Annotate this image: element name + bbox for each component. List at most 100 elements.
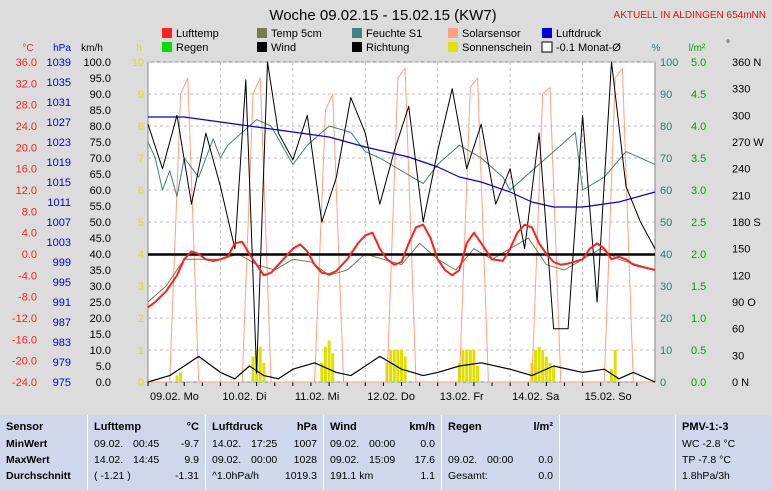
wind-tick: 85.0 — [90, 105, 111, 117]
temp-tick: 20.0 — [16, 142, 37, 154]
wind-tick: 35.0 — [90, 265, 111, 277]
temp-tick: -4.0 — [18, 270, 37, 282]
sun-tick: 8 — [138, 121, 144, 133]
wind-tick: 20.0 — [90, 313, 111, 325]
lufttemp-max-time: 14:45 — [133, 454, 160, 466]
wind-tick: 80.0 — [90, 121, 111, 133]
humidity-tick: 70 — [660, 153, 672, 165]
day-labels: 09.02. Mo 10.02. Di 11.02. Mi 12.02. Do 13.0… — [150, 391, 632, 403]
legend-label-5: Regen — [176, 42, 208, 54]
wind-avg-value: 1.1 — [420, 470, 435, 482]
temp-unit-label: °C — [22, 43, 33, 54]
section-lufttemp: Lufttemp °C 09.02. 00:45 -9.7 14.02. 14:… — [88, 415, 206, 490]
wind-min-time: 00:00 — [369, 438, 396, 450]
legend-swatch-8 — [448, 42, 458, 52]
right-axes: 10090807060504030201005.04.54.03.53.02.5… — [660, 57, 764, 389]
legend-swatch-0 — [162, 28, 172, 38]
wind-max-date: 09.02. — [330, 454, 360, 466]
stats-table: Sensor MinWert MaxWert Durchschnitt Luft… — [0, 415, 772, 490]
temp-tick: 32.0 — [16, 78, 37, 90]
regen-header: Regen — [448, 421, 482, 433]
legend-label-9: -0.1 Monat-Ø — [556, 42, 621, 54]
sunshine-bar — [548, 362, 552, 382]
pressure-tick: 1031 — [47, 97, 71, 109]
sun-tick: 10 — [132, 57, 144, 69]
wind-tick: 65.0 — [90, 169, 111, 181]
lufttemp-max-value: 9.9 — [184, 454, 199, 466]
temp-tick: -20.0 — [12, 356, 37, 368]
sun-tick: 1 — [138, 345, 144, 357]
wind-tick: 30.0 — [90, 281, 111, 293]
rain-tick: 2.0 — [691, 249, 706, 261]
pmv-tendency: 1.8hPa/3h — [682, 470, 730, 482]
humidity-tick: 0 — [660, 377, 666, 389]
rain-tick: 4.0 — [691, 121, 706, 133]
rain-tick: 5.0 — [691, 57, 706, 69]
sunshine-bar — [389, 350, 393, 382]
sun-tick: 5 — [138, 217, 144, 229]
wind-max-time: 15:09 — [369, 454, 396, 466]
lufttemp-max-date: 14.02. — [94, 454, 124, 466]
humidity-tick: 40 — [660, 249, 672, 261]
legend-label-7: Richtung — [366, 42, 409, 54]
sunshine-bar — [327, 340, 331, 382]
series-line-luftdruck — [148, 116, 656, 208]
legend-swatch-4 — [542, 28, 552, 38]
wind-tick: 75.0 — [90, 137, 111, 149]
direction-tick: 0 N — [732, 377, 749, 389]
pressure-tick: 995 — [53, 277, 71, 289]
direction-tick: 180 S — [732, 217, 761, 229]
sensor-header: Sensor — [6, 421, 44, 433]
wind-tick: 15.0 — [90, 329, 111, 341]
pressure-tick: 1003 — [47, 237, 71, 249]
direction-tick: 210 — [732, 190, 750, 202]
lufttemp-min-time: 00:45 — [133, 438, 160, 450]
series-line-temp-5cm — [147, 237, 656, 303]
day-label: 14.02. Sa — [512, 391, 560, 403]
pressure-tick: 979 — [53, 357, 71, 369]
luftdruck-min-value: 1007 — [293, 438, 317, 450]
section-luftdruck: Luftdruck hPa 14.02. 17:25 1007 09.02. 0… — [206, 415, 324, 490]
sunshine-bar — [262, 362, 266, 382]
wind-tick: 25.0 — [90, 297, 111, 309]
pressure-tick: 1035 — [47, 77, 71, 89]
sunshine-bar — [610, 369, 614, 382]
sunshine-bar — [258, 346, 262, 382]
lufttemp-min-value: -9.7 — [180, 438, 199, 450]
direction-tick: 270 W — [732, 137, 764, 149]
wind-tick: 10.0 — [90, 345, 111, 357]
regen-max-time: 00:00 — [487, 454, 514, 466]
sunshine-bar — [533, 350, 537, 382]
row-label-avg: Durchschnitt — [6, 470, 71, 482]
sun-tick: 6 — [138, 185, 144, 197]
pressure-tick: 1015 — [47, 177, 71, 189]
pressure-tick: 1027 — [47, 117, 71, 129]
pressure-unit-label: hPa — [53, 43, 71, 54]
legend-swatch-7 — [352, 42, 362, 52]
lufttemp-avg-note: ( -1.21 ) — [94, 470, 131, 482]
sunshine-bar — [392, 350, 396, 382]
rain-tick: 4.5 — [691, 89, 706, 101]
wind-tick: 90.0 — [90, 89, 111, 101]
wind-max-value: 17.6 — [414, 454, 435, 466]
regen-total-value: 0.0 — [538, 470, 553, 482]
direction-tick: 90 O — [732, 297, 756, 309]
humidity-tick: 30 — [660, 281, 672, 293]
direction-tick: 120 — [732, 270, 750, 282]
direction-tick: 150 — [732, 244, 750, 256]
humidity-tick: 10 — [660, 345, 672, 357]
sunshine-bar — [552, 366, 556, 382]
pressure-tick: 1011 — [47, 197, 71, 209]
lufttemp-unit: °C — [186, 421, 199, 433]
luftdruck-avg-value: 1019.3 — [284, 470, 317, 482]
rain-unit-label: l/m² — [689, 43, 706, 54]
legend-swatch-5 — [162, 42, 172, 52]
pmv-windchill: WC -2.8 °C — [682, 438, 736, 450]
day-label: 11.02. Mi — [295, 391, 339, 403]
lufttemp-min-date: 09.02. — [94, 438, 124, 450]
sunshine-bar — [251, 356, 255, 382]
direction-tick: 330 — [732, 84, 750, 96]
humidity-tick: 100 — [660, 57, 678, 69]
day-label: 09.02. Mo — [150, 391, 199, 403]
luftdruck-max-time: 00:00 — [251, 454, 278, 466]
